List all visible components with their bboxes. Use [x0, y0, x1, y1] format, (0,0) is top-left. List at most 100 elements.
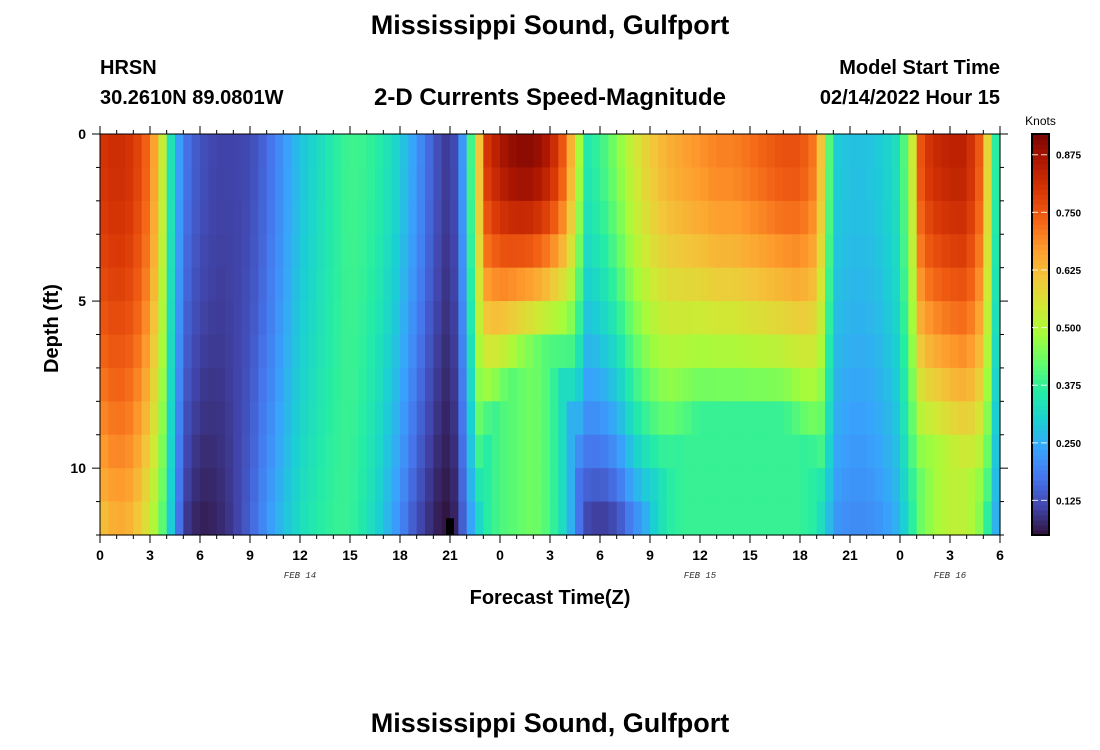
- heatmap-cell: [650, 301, 659, 336]
- heatmap-cell: [258, 334, 268, 369]
- heatmap-cell: [533, 468, 543, 503]
- heatmap-cell: [508, 334, 518, 369]
- station-id: HRSN: [100, 57, 157, 79]
- heatmap-cell: [941, 267, 951, 302]
- heatmap-cell: [875, 134, 884, 169]
- heatmap-chart: 0 3 6 9 12 15 18 21 0 3 6 9 12 15 18 21 0 3 6 FEB 14 FEB 15 F…: [41, 114, 1081, 609]
- heatmap-cell: [291, 234, 301, 269]
- heatmap-cell: [475, 468, 484, 503]
- heatmap-cell: [225, 401, 234, 436]
- heatmap-cell: [908, 301, 918, 336]
- heatmap-cell: [616, 367, 626, 402]
- heatmap-cell: [333, 234, 343, 269]
- heatmap-cell: [900, 234, 909, 269]
- heatmap-cell: [750, 501, 759, 536]
- heatmap-cell: [783, 167, 793, 202]
- heatmap-cell: [891, 468, 901, 503]
- heatmap-cell: [200, 234, 209, 269]
- heatmap-cell: [941, 501, 951, 536]
- heatmap-cell: [300, 134, 309, 169]
- heatmap-cell: [125, 468, 134, 503]
- heatmap-cell: [875, 267, 884, 302]
- heatmap-cell: [358, 167, 368, 202]
- heatmap-cell: [783, 234, 793, 269]
- heatmap-cell: [133, 334, 143, 369]
- heatmap-cell: [408, 301, 418, 336]
- heatmap-cell: [958, 468, 968, 503]
- heatmap-cell: [391, 134, 401, 169]
- heatmap-cell: [233, 468, 243, 503]
- heatmap-cell: [533, 200, 543, 235]
- heatmap-cell: [541, 234, 551, 269]
- heatmap-cell: [158, 334, 168, 369]
- heatmap-cell: [841, 468, 851, 503]
- heatmap-cell: [491, 167, 501, 202]
- heatmap-cell: [541, 267, 551, 302]
- heatmap-cell: [408, 367, 418, 402]
- heatmap-cell: [983, 167, 993, 202]
- heatmap-cell: [725, 167, 734, 202]
- heatmap-cell: [458, 301, 468, 336]
- heatmap-cell: [950, 301, 959, 336]
- heatmap-cell: [283, 401, 293, 436]
- heatmap-cell: [341, 234, 351, 269]
- heatmap-cell: [425, 367, 434, 402]
- heatmap-cell: [491, 501, 501, 536]
- heatmap-cell: [816, 301, 826, 336]
- heatmap-cell: [991, 434, 1001, 469]
- heatmap-cell: [866, 501, 876, 536]
- colorbar-segment: [1032, 274, 1049, 280]
- heatmap-cell: [616, 134, 626, 169]
- heatmap-cell: [233, 200, 243, 235]
- heatmap-cell: [558, 301, 568, 336]
- heatmap-cell: [300, 334, 309, 369]
- heatmap-cell: [475, 434, 484, 469]
- heatmap-cell: [650, 468, 659, 503]
- heatmap-cell: [683, 468, 693, 503]
- heatmap-cell: [675, 167, 684, 202]
- heatmap-cell: [958, 200, 968, 235]
- heatmap-cell: [208, 367, 218, 402]
- colorbar-tick-label: 0.625: [1056, 266, 1081, 277]
- heatmap-cell: [150, 167, 159, 202]
- heatmap-cell: [358, 301, 368, 336]
- heatmap-cell: [858, 367, 868, 402]
- heatmap-cell: [675, 501, 684, 536]
- heatmap-cell: [266, 200, 276, 235]
- heatmap-cell: [566, 501, 576, 536]
- heatmap-cell: [183, 367, 193, 402]
- heatmap-cell: [158, 301, 168, 336]
- heatmap-cell: [916, 468, 926, 503]
- heatmap-cell: [291, 301, 301, 336]
- heatmap-cell: [341, 334, 351, 369]
- heatmap-cell: [525, 434, 534, 469]
- heatmap-cell: [408, 134, 418, 169]
- heatmap-cell: [958, 234, 968, 269]
- heatmap-cell: [625, 468, 634, 503]
- heatmap-cell: [650, 334, 659, 369]
- colorbar-segment: [1032, 499, 1049, 506]
- heatmap-cell: [691, 434, 701, 469]
- heatmap-cell: [908, 167, 918, 202]
- heatmap-cell: [475, 401, 484, 436]
- heatmap-cell: [633, 267, 643, 302]
- heatmap-cell: [508, 468, 518, 503]
- heatmap-cell: [208, 468, 218, 503]
- heatmap-cell: [241, 134, 251, 169]
- heatmap-cell: [925, 434, 934, 469]
- heatmap-cell: [775, 267, 784, 302]
- heatmap-cell: [516, 134, 526, 169]
- heatmap-cell: [283, 301, 293, 336]
- heatmap-cell: [458, 501, 468, 536]
- heatmap-cell: [775, 200, 784, 235]
- heatmap-cell: [900, 134, 909, 169]
- heatmap-cell: [608, 234, 618, 269]
- heatmap-cell: [391, 434, 401, 469]
- heatmap-cell: [600, 468, 609, 503]
- heatmap-cell: [433, 267, 443, 302]
- colorbar-segment: [1032, 334, 1049, 341]
- heatmap-cell: [450, 401, 459, 436]
- heatmap-cell: [508, 267, 518, 302]
- heatmap-cell: [391, 468, 401, 503]
- heatmap-cell: [866, 434, 876, 469]
